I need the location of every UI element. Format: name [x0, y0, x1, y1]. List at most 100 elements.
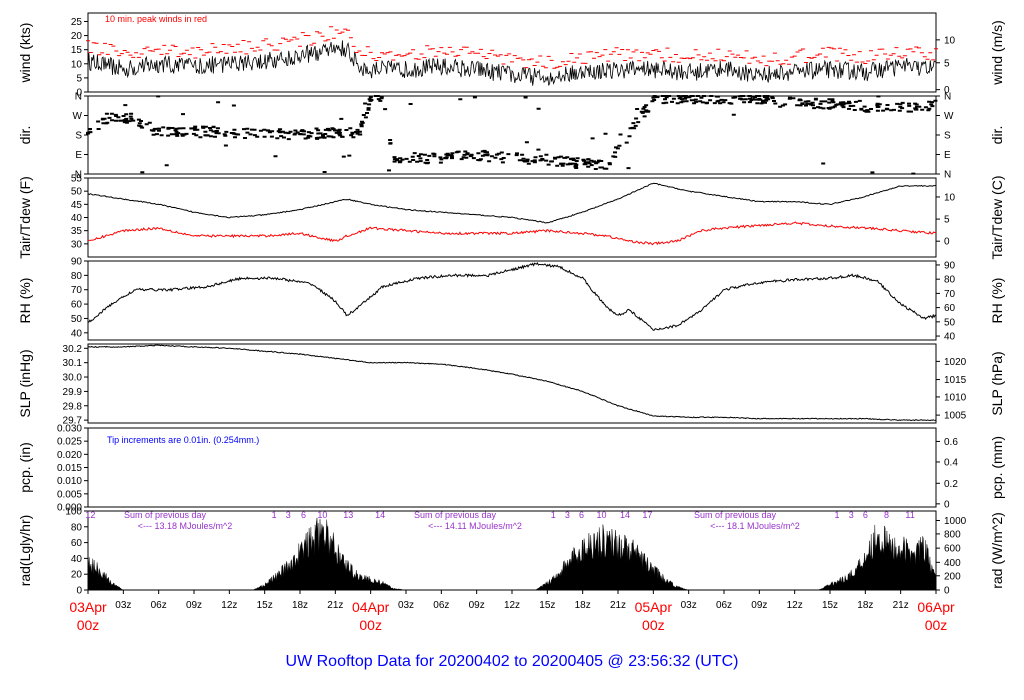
x-tick-label: 18z	[292, 600, 308, 611]
slp-frame	[87, 343, 937, 424]
rad-summary-header: Sum of previous day	[694, 510, 777, 520]
temp-ylabel-right: Tair/Tdew (C)	[989, 175, 1005, 259]
rad-hour-mark: 13	[343, 510, 353, 520]
x-tick-label: 12z	[504, 600, 520, 611]
rh-left-tick-label: 90	[71, 257, 83, 268]
rad-left-tick-label: 0	[76, 586, 82, 597]
rad-hour-mark: 3	[286, 510, 291, 520]
slp-right-tick-label: 1015	[944, 375, 967, 386]
day-label-date: 03Apr	[69, 599, 107, 615]
rad-hour-mark: 10	[597, 510, 607, 520]
x-tick-label: 15z	[822, 600, 838, 611]
rad-hour-mark: 1	[551, 510, 556, 520]
day-label-date: 06Apr	[917, 599, 955, 615]
pcp-right-tick-label: 0.6	[944, 437, 958, 448]
x-tick-label: 03z	[398, 600, 414, 611]
dir-right-tick-label: W	[944, 111, 954, 122]
rad-hour-mark: 14	[620, 510, 630, 520]
rad-right-tick-label: 600	[944, 544, 961, 555]
wind-left-tick-label: 5	[76, 73, 82, 84]
panel-pcp: 0.000 0.005 0.010 0.015 0.020 0.025 0.030 0 0.2 0…	[17, 424, 1005, 514]
x-tick-label: 21z	[327, 600, 343, 611]
x-tick-label: 18z	[575, 600, 591, 611]
temp-left-tick-label: 50	[71, 187, 83, 198]
rh-ylabel-left: RH (%)	[17, 278, 33, 324]
rh-left-tick-label: 80	[71, 271, 83, 282]
temp-series-tair	[87, 182, 937, 224]
dir-left-tick-label: E	[75, 150, 82, 161]
day-label-hour: 00z	[925, 617, 948, 633]
rh-left-tick-label: 70	[71, 285, 83, 296]
temp-ylabel-left: Tair/Tdew (F)	[17, 176, 33, 258]
rad-frame	[87, 510, 937, 591]
rad-hour-mark: 3	[565, 510, 570, 520]
wind-right-tick-label: 0	[944, 85, 950, 96]
chart-title: UW Rooftop Data for 20200402 to 20200405…	[286, 653, 739, 670]
rad-right-tick-label: 400	[944, 558, 961, 569]
pcp-left-tick-label: 0.030	[57, 424, 82, 435]
rad-hour-mark: 6	[579, 510, 584, 520]
wind-ylabel-right: wind (m/s)	[989, 20, 1005, 86]
slp-left-tick-label: 29.9	[63, 387, 83, 398]
wind-ylabel-left: wind (kts)	[17, 23, 33, 84]
slp-left-tick-label: 30.1	[63, 358, 83, 369]
rh-right-tick-label: 50	[944, 317, 956, 328]
rad-summary-header: Sum of previous day	[124, 510, 207, 520]
slp-left-tick-label: 29.8	[63, 401, 83, 412]
slp-ylabel-left: SLP (inHg)	[17, 349, 33, 417]
rad-summary-value: <--- 13.18 MJoules/m^2	[138, 521, 233, 531]
x-tick-label: 21z	[893, 600, 909, 611]
rh-left-tick-label: 50	[71, 314, 83, 325]
x-tick-label: 09z	[186, 600, 202, 611]
rh-right-tick-label: 80	[944, 275, 956, 286]
slp-right-tick-label: 1010	[944, 392, 967, 403]
pcp-right-tick-label: 0.4	[944, 457, 958, 468]
x-tick-label: 03z	[115, 600, 131, 611]
x-tick-label: 03z	[681, 600, 697, 611]
wind-left-tick-label: 20	[71, 31, 83, 42]
wind-left-tick-label: 15	[71, 45, 83, 56]
x-tick-label: 15z	[257, 600, 273, 611]
wind-left-tick-label: 25	[71, 17, 83, 28]
dir-right-tick-label: N	[944, 170, 951, 181]
temp-left-tick-label: 45	[71, 200, 83, 211]
rad-right-tick-label: 1000	[944, 516, 967, 527]
dir-ylabel-left: dir.	[17, 126, 33, 145]
slp-left-tick-label: 30.0	[63, 373, 83, 384]
x-tick-label: 21z	[610, 600, 626, 611]
wind-right-tick-label: 10	[944, 35, 956, 46]
pcp-annotation: Tip increments are 0.01in. (0.254mm.)	[107, 435, 259, 445]
x-tick-label: 12z	[221, 600, 237, 611]
x-tick-label: 06z	[151, 600, 167, 611]
wind-annotation: 10 min. peak winds in red	[105, 14, 207, 24]
pcp-left-tick-label: 0.025	[57, 437, 82, 448]
dir-left-tick-label: W	[73, 111, 83, 122]
pcp-left-tick-label: 0.015	[57, 463, 82, 474]
day-label-hour: 00z	[642, 617, 665, 633]
x-tick-label: 15z	[539, 600, 555, 611]
wind-frame	[87, 12, 937, 93]
dir-ylabel-right: dir.	[989, 126, 1005, 145]
rad-summary-value: <--- 14.11 MJoules/m^2	[428, 521, 522, 531]
rh-right-tick-label: 40	[944, 332, 956, 343]
x-tick-label: 12z	[787, 600, 803, 611]
pcp-frame	[87, 427, 937, 508]
wind-series-line	[87, 40, 937, 86]
dir-left-tick-label: N	[75, 170, 82, 181]
wind-peak-marks	[86, 26, 938, 69]
slp-right-tick-label: 1005	[944, 411, 967, 422]
rh-ylabel-right: RH (%)	[989, 278, 1005, 324]
dir-right-tick-label: S	[944, 131, 951, 142]
rad-right-tick-label: 0	[944, 586, 950, 597]
pcp-ylabel-right: pcp. (mm)	[989, 436, 1005, 499]
rad-hour-mark: 11	[905, 510, 914, 520]
x-tick-label: 18z	[857, 600, 873, 611]
pcp-left-tick-label: 0.020	[57, 450, 82, 461]
x-tick-label: 09z	[469, 600, 485, 611]
pcp-right-tick-label: 0	[944, 499, 950, 510]
rh-right-tick-label: 90	[944, 260, 956, 271]
pcp-left-tick-label: 0.005	[57, 489, 82, 500]
slp-series-line	[87, 344, 937, 422]
rad-hour-mark: 6	[863, 510, 868, 520]
day-label-date: 04Apr	[352, 599, 390, 615]
